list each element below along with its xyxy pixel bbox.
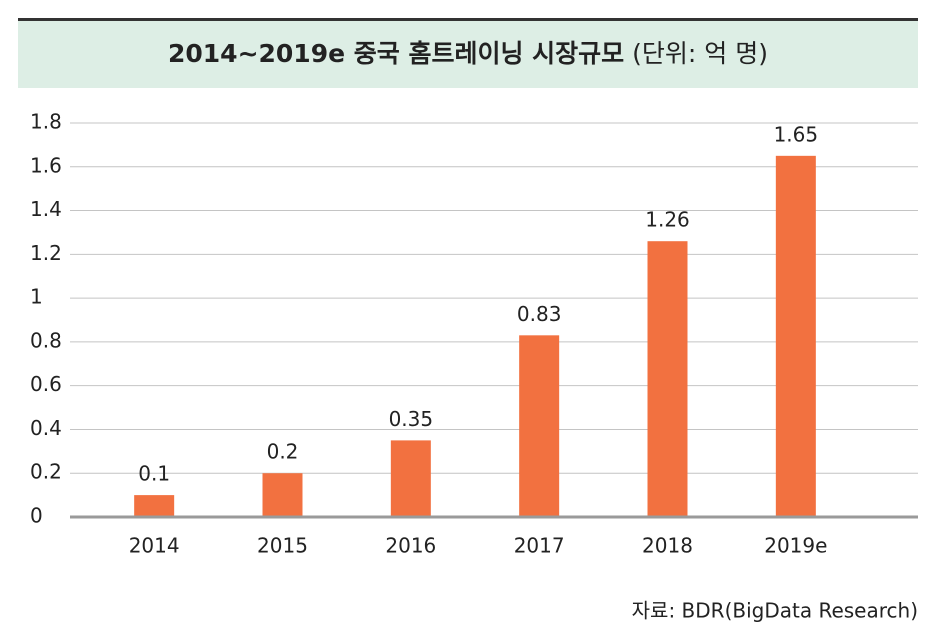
value-label: 0.83 xyxy=(517,302,562,326)
y-tick-label: 0.8 xyxy=(30,328,62,352)
value-label: 1.65 xyxy=(774,122,819,146)
y-tick-label: 1.8 xyxy=(30,110,62,134)
value-label: 0.35 xyxy=(389,407,434,431)
x-tick-label: 2019e xyxy=(764,534,827,558)
bar xyxy=(647,241,688,517)
value-label: 0.1 xyxy=(138,462,170,486)
y-tick-label: 1 xyxy=(30,285,43,309)
y-tick-label: 0 xyxy=(30,504,43,528)
title-band xyxy=(18,20,918,88)
x-tick-label: 2017 xyxy=(514,534,565,558)
y-tick-label: 0.2 xyxy=(30,460,62,484)
title-line: 2014~2019e 중국 홈트레이닝 시장규모 (단위: 억 명) xyxy=(168,39,768,68)
bar xyxy=(390,440,431,517)
source: 자료: BDR(BigData Research) xyxy=(632,599,918,623)
x-tick-label: 2014 xyxy=(129,534,180,558)
value-label: 0.2 xyxy=(267,440,299,464)
y-tick-label: 1.2 xyxy=(30,241,62,265)
x-tick-label: 2015 xyxy=(257,534,308,558)
chart-subtitle: (단위: 억 명) xyxy=(632,39,768,68)
y-tick-label: 1.4 xyxy=(30,197,62,221)
y-tick-label: 1.6 xyxy=(30,153,62,177)
value-label: 1.26 xyxy=(645,208,690,232)
x-tick-label: 2016 xyxy=(385,534,436,558)
y-tick-label: 0.6 xyxy=(30,372,62,396)
bar xyxy=(262,473,303,517)
chart-title: 2014~2019e 중국 홈트레이닝 시장규모 xyxy=(168,39,624,68)
title-rule xyxy=(18,18,918,21)
bar xyxy=(134,495,175,517)
x-tick-label: 2018 xyxy=(642,534,693,558)
bar xyxy=(775,155,816,518)
y-tick-label: 0.4 xyxy=(30,416,62,440)
bar xyxy=(519,335,560,517)
